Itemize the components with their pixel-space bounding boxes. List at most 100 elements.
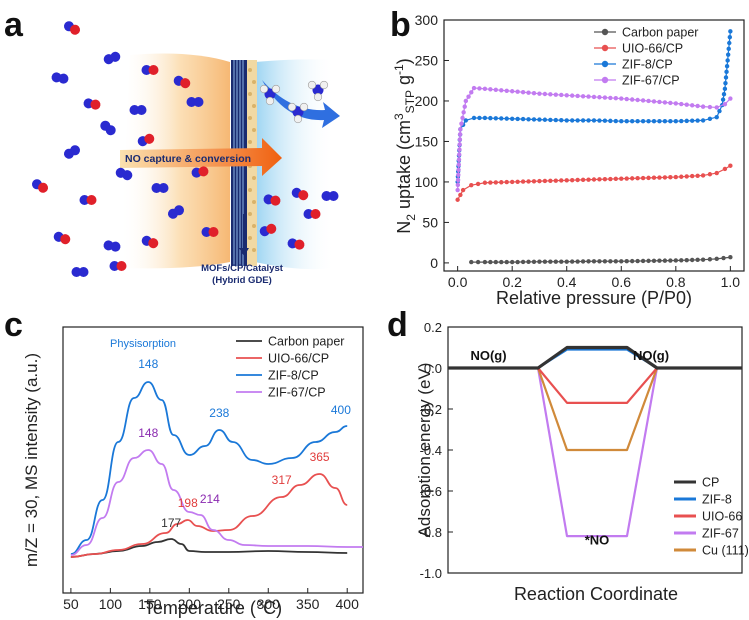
series-line-c — [70, 473, 348, 558]
series-point-b — [456, 162, 461, 167]
series-point-b — [651, 119, 657, 124]
y-tick-label-d: -1.0 — [420, 566, 442, 581]
x-tick-label-b: 0.2 — [502, 274, 522, 290]
molecule — [79, 195, 97, 205]
series-b — [455, 29, 733, 265]
series-point-b — [569, 177, 575, 183]
series-point-b — [499, 116, 504, 121]
series-point-b — [515, 116, 520, 122]
series-point-b — [482, 180, 488, 185]
series-point-b — [657, 175, 662, 180]
oxygen-atom — [266, 223, 277, 234]
series-point-b — [668, 119, 673, 124]
series-point-b — [673, 258, 679, 263]
series-point-b — [537, 91, 542, 96]
molecule — [259, 223, 277, 237]
series-point-b — [455, 197, 460, 202]
x-axis-label-c: Temperature (°C) — [144, 598, 282, 618]
x-tick-label-b: 1.0 — [721, 274, 741, 290]
series-point-b — [559, 92, 564, 98]
series-point-b — [520, 179, 526, 184]
peak-label-c: 198 — [178, 496, 198, 510]
legend-b: Carbon paper UIO-66/CP ZIF-8/CP ZIF-67/CP — [594, 26, 698, 88]
annotations-d: NO(g) NO(g) *NO — [470, 348, 669, 548]
series-point-b — [537, 259, 542, 264]
series-point-b — [509, 116, 515, 121]
nitrogen-atom — [70, 145, 81, 156]
series-point-b — [466, 94, 471, 99]
series-point-b — [727, 40, 732, 46]
legend-label-b: ZIF-8/CP — [622, 58, 673, 72]
nitrogen-atom — [321, 191, 332, 201]
series-point-b — [679, 258, 684, 263]
series-point-b — [462, 104, 467, 109]
nitrogen-atom — [141, 65, 152, 75]
nitrogen-atom — [58, 73, 69, 84]
series-point-b — [613, 118, 619, 124]
series-point-b — [717, 108, 722, 114]
series-point-b — [613, 176, 619, 182]
series-point-b — [509, 259, 515, 265]
x-tick-label-b: 0.4 — [557, 274, 577, 290]
nitrogen-atom — [201, 227, 212, 237]
series-point-b — [714, 105, 719, 110]
y-tick-label-d: 0.2 — [424, 320, 442, 335]
series-point-b — [509, 89, 515, 94]
oxygen-atom — [38, 182, 49, 193]
series-point-b — [575, 118, 580, 123]
series-point-b — [475, 181, 481, 187]
series-line-b — [457, 31, 731, 182]
y-tick-label-b: 150 — [415, 133, 439, 149]
series-point-b — [499, 180, 504, 185]
nitrogen-atom — [186, 97, 197, 107]
series-point-b — [662, 175, 668, 180]
oxygen-atom — [148, 238, 159, 249]
nitrogen-atom — [136, 105, 147, 115]
series-point-b — [553, 92, 559, 97]
molecule — [51, 72, 69, 84]
molecule — [186, 97, 204, 107]
series-point-b — [673, 119, 679, 124]
series-point-b — [575, 259, 580, 264]
peak-label-c: 177 — [161, 516, 181, 530]
legend-label-d: ZIF-67 — [702, 527, 739, 541]
series-point-b — [580, 177, 586, 183]
legend-c: Carbon paper UIO-66/CP ZIF-8/CP ZIF-67/CP — [236, 335, 344, 400]
series-line-c — [70, 381, 348, 555]
series-point-b — [721, 255, 726, 261]
series-point-b — [714, 256, 719, 262]
series-point-b — [668, 175, 673, 180]
series-point-b — [515, 179, 520, 184]
series-point-b — [695, 103, 700, 109]
x-tick-label-c: 350 — [296, 596, 320, 612]
series-point-b — [575, 177, 580, 183]
series-point-b — [629, 97, 635, 102]
oxygen-atom — [198, 166, 209, 177]
molecule — [141, 235, 159, 249]
series-point-b — [455, 177, 461, 183]
molecule — [201, 227, 219, 237]
legend-label-d: UIO-66 — [702, 510, 742, 524]
series-point-b — [526, 117, 531, 122]
series-point-b — [651, 175, 657, 180]
series-point-b — [463, 118, 469, 123]
series-point-b — [679, 101, 684, 107]
series-point-b — [526, 259, 531, 265]
series-point-b — [488, 180, 493, 185]
peak-label-c: 148 — [138, 357, 158, 371]
annotation-d: *NO — [585, 532, 610, 547]
peak-label-c: 317 — [272, 473, 292, 487]
series-point-b — [458, 127, 463, 132]
molecule — [109, 261, 127, 271]
series-point-b — [591, 259, 597, 264]
legend-label-c: Carbon paper — [268, 335, 344, 349]
axes-b: 0.0 0.2 0.4 0.6 0.8 1.0 0 50 100 150 200 250 300 — [415, 12, 741, 290]
legend-marker-b — [601, 44, 609, 52]
x-tick-label-c: 100 — [99, 596, 123, 612]
peak-label-c: 214 — [200, 492, 220, 506]
series-point-b — [548, 178, 553, 184]
gde-label-1: MOFs/CP/Catalyst — [201, 263, 284, 274]
series-line-d — [448, 366, 742, 538]
panel-letter-b: b — [390, 6, 411, 44]
